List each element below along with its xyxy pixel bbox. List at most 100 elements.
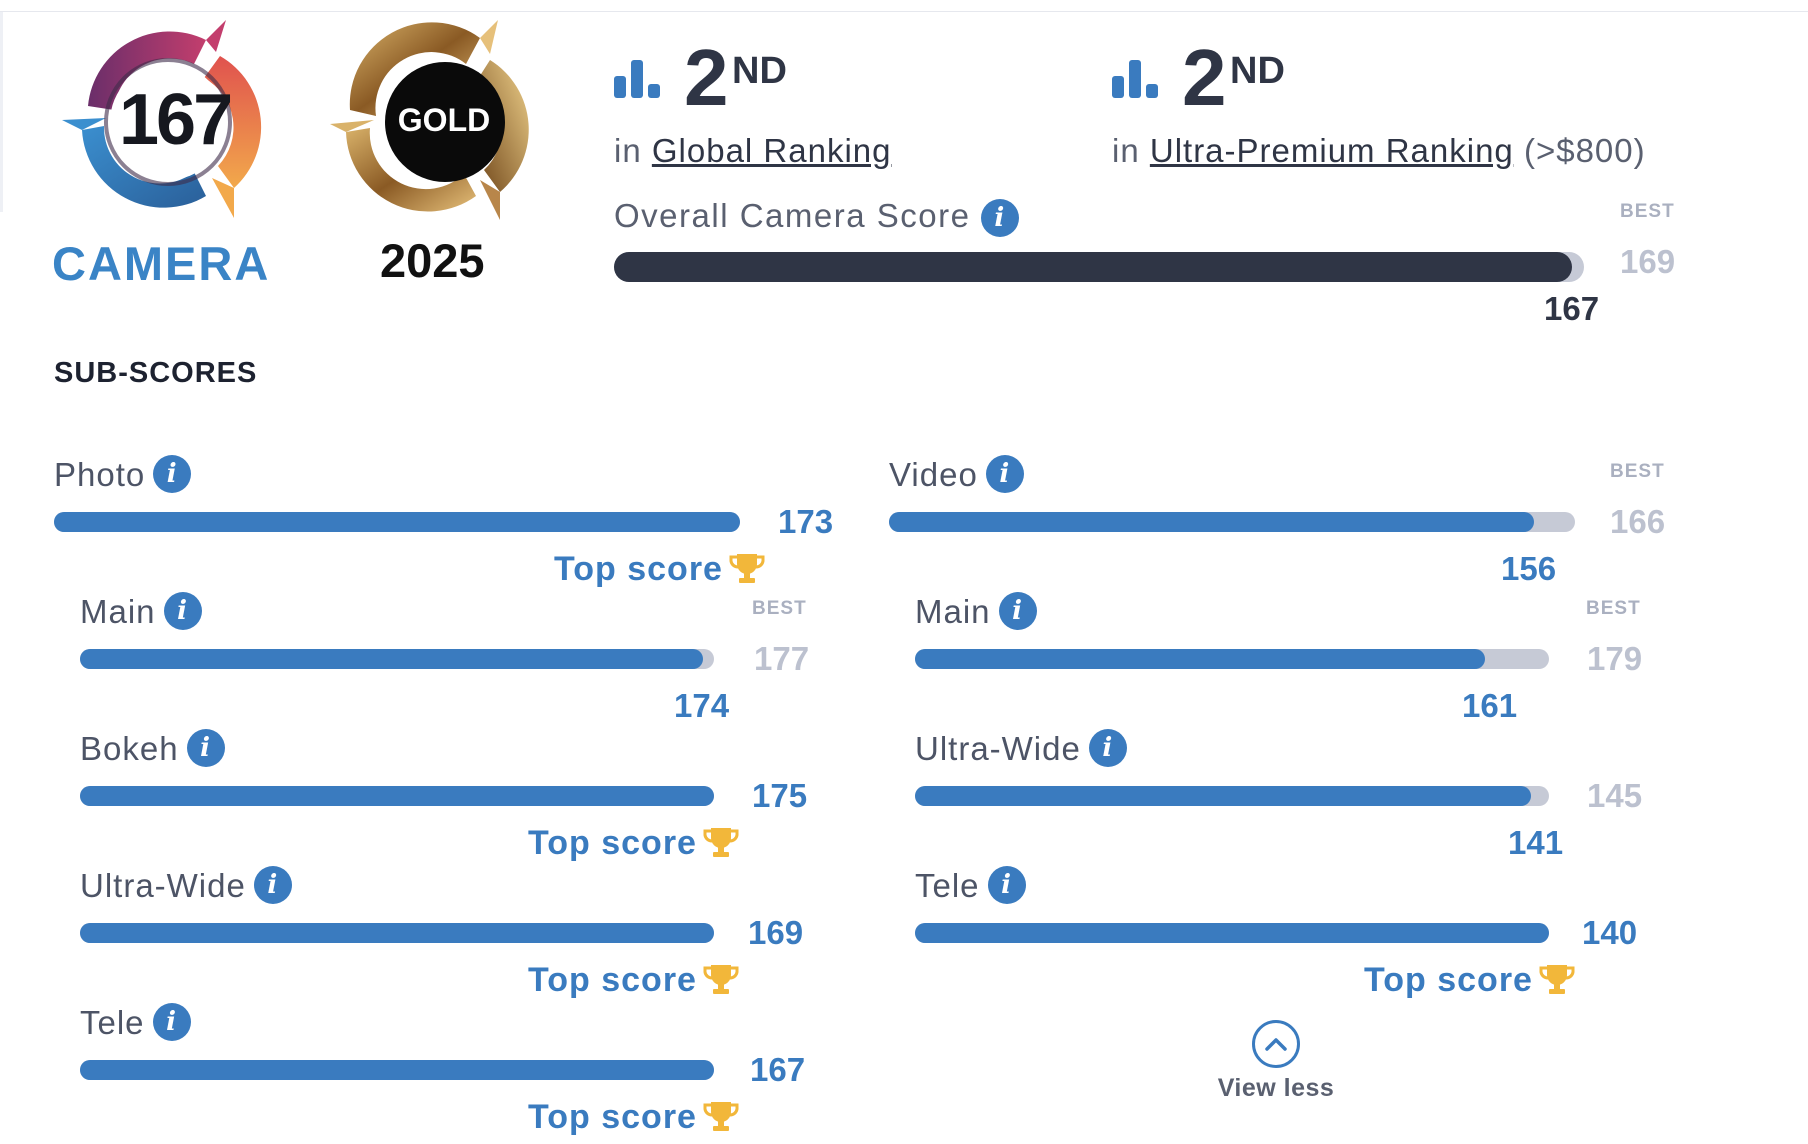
video-tele-score: 140 — [1582, 914, 1638, 951]
photo-tele-fill — [80, 1060, 714, 1080]
top-divider — [0, 11, 1808, 12]
info-icon[interactable]: i — [163, 592, 202, 631]
overall-score-text: Overall Camera Score — [614, 197, 971, 234]
gold-year: 2025 — [380, 234, 485, 287]
gold-badge-icon — [330, 20, 529, 220]
overall-score-bar — [614, 252, 1584, 282]
trophy-icon — [703, 965, 739, 995]
video-ultrawide-fill — [915, 786, 1532, 806]
overall-best-value: 169 — [1620, 243, 1676, 280]
photo-main-label: Main i — [80, 592, 202, 633]
photo-tele-bar — [80, 1060, 714, 1080]
photo-label-text: Photo — [54, 456, 146, 493]
photo-tele-text: Tele — [80, 1004, 145, 1041]
info-icon[interactable]: i — [981, 199, 1020, 238]
video-main-fill — [915, 649, 1485, 669]
photo-ultrawide-top-score: Top score — [528, 961, 739, 1000]
camera-label: CAMERA — [52, 237, 271, 290]
photo-tele-score: 167 — [750, 1051, 806, 1088]
video-tele-text: Tele — [915, 867, 980, 904]
photo-bokeh-top-score: Top score — [528, 824, 739, 863]
video-ultrawide-score: 141 — [1508, 824, 1564, 861]
info-icon[interactable]: i — [152, 1003, 191, 1042]
top-score-text: Top score — [554, 550, 723, 588]
trophy-icon — [703, 828, 739, 858]
left-edge — [0, 12, 3, 212]
premium-rank-price: (>$800) — [1523, 132, 1646, 169]
info-icon[interactable]: i — [253, 866, 292, 905]
global-rank-position: 2 — [684, 33, 729, 122]
photo-bokeh-label: Bokeh i — [80, 729, 225, 770]
video-ultrawide-bar — [915, 786, 1549, 806]
camera-score: 167 — [119, 80, 233, 160]
video-score: 156 — [1501, 550, 1557, 587]
video-tele-label: Tele i — [915, 866, 1026, 907]
view-less-label: View less — [1217, 1074, 1335, 1102]
photo-bokeh-bar — [80, 786, 714, 806]
trophy-icon — [703, 1102, 739, 1132]
video-main-best-label: BEST — [1586, 598, 1641, 619]
premium-rank-prefix: in — [1112, 132, 1140, 169]
top-score-text: Top score — [528, 961, 697, 999]
video-tele-top-score: Top score — [1364, 961, 1575, 1000]
photo-main-text: Main — [80, 593, 156, 630]
photo-main-score: 174 — [674, 687, 730, 724]
sub-scores-title: SUB-SCORES — [54, 357, 258, 389]
photo-score: 173 — [778, 503, 834, 540]
info-icon[interactable]: i — [153, 455, 192, 494]
video-ultrawide-best: 145 — [1587, 777, 1643, 814]
video-label-text: Video — [889, 456, 978, 493]
photo-ultrawide-fill — [80, 923, 714, 943]
trophy-icon — [1539, 965, 1575, 995]
video-main-score: 161 — [1462, 687, 1518, 724]
global-rank-text: in Global Ranking — [614, 132, 892, 170]
trophy-icon — [729, 554, 765, 584]
photo-tele-label: Tele i — [80, 1003, 191, 1044]
video-best-label: BEST — [1610, 461, 1665, 482]
overall-score-label: Overall Camera Score i — [614, 197, 1020, 238]
info-icon[interactable]: i — [186, 729, 225, 768]
video-ultrawide-label: Ultra-Wide i — [915, 729, 1127, 770]
photo-ultrawide-bar — [80, 923, 714, 943]
info-icon[interactable]: i — [998, 592, 1037, 631]
global-rank-prefix: in — [614, 132, 642, 169]
view-less-button[interactable]: View less — [1208, 1020, 1344, 1103]
photo-main-bar — [80, 649, 714, 669]
info-icon[interactable]: i — [1088, 729, 1127, 768]
video-main-label: Main i — [915, 592, 1037, 633]
premium-rank-text: in Ultra-Premium Ranking (>$800) — [1112, 132, 1646, 170]
photo-bar — [54, 512, 740, 532]
photo-bar-fill — [54, 512, 740, 532]
photo-label: Photo i — [54, 455, 192, 496]
video-label: Video i — [889, 455, 1024, 496]
photo-main-fill — [80, 649, 704, 669]
ultra-premium-ranking-link[interactable]: Ultra-Premium Ranking — [1149, 132, 1514, 169]
premium-rank-position: 2 — [1182, 33, 1227, 122]
photo-ultrawide-score: 169 — [748, 914, 804, 951]
top-score-text: Top score — [528, 1098, 697, 1136]
global-rank-suffix: ND — [732, 50, 787, 92]
photo-bokeh-score: 175 — [752, 777, 808, 814]
overall-score-fill — [614, 252, 1573, 282]
video-main-bar — [915, 649, 1549, 669]
top-score-text: Top score — [528, 824, 697, 862]
overall-best-label: BEST — [1620, 201, 1675, 222]
global-ranking-link[interactable]: Global Ranking — [651, 132, 892, 169]
video-bar-fill — [889, 512, 1534, 532]
gold-label: GOLD — [397, 102, 491, 138]
video-ultrawide-text: Ultra-Wide — [915, 730, 1081, 767]
ranking-bars-icon — [1112, 60, 1158, 98]
chevron-up-icon[interactable] — [1252, 1020, 1300, 1068]
video-tele-bar — [915, 923, 1549, 943]
video-tele-fill — [915, 923, 1549, 943]
camera-badge-icon — [62, 20, 262, 218]
info-icon[interactable]: i — [987, 866, 1026, 905]
info-icon[interactable]: i — [985, 455, 1024, 494]
video-bar — [889, 512, 1575, 532]
video-main-best: 179 — [1587, 640, 1643, 677]
photo-bokeh-text: Bokeh — [80, 730, 179, 767]
photo-main-best: 177 — [754, 640, 810, 677]
premium-rank-suffix: ND — [1230, 50, 1285, 92]
video-best: 166 — [1610, 503, 1666, 540]
ranking-bars-icon — [614, 60, 660, 98]
